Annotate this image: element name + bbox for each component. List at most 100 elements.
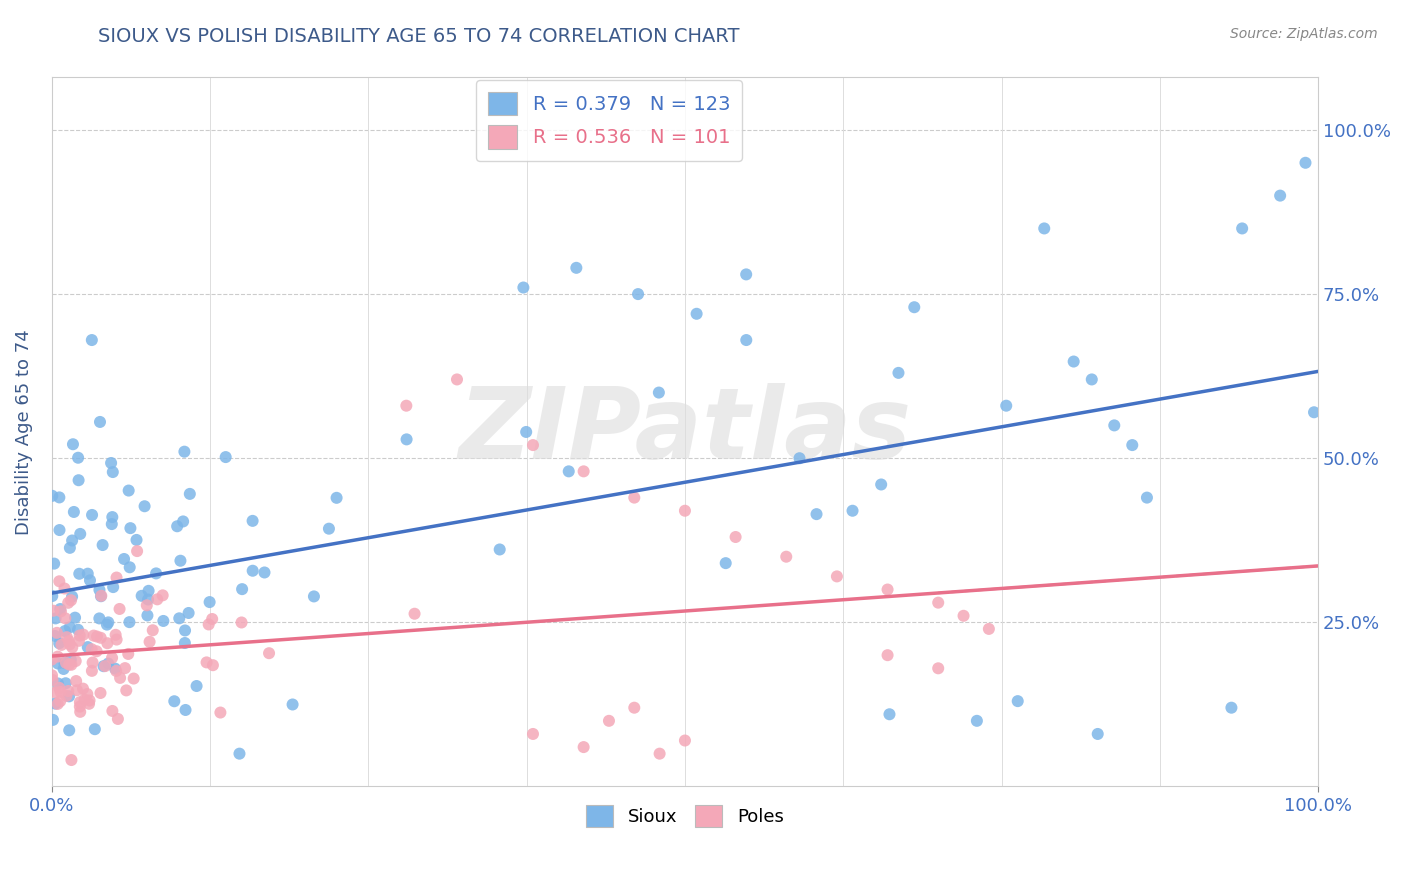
Point [80, 508, 103, 522]
Point [231, 582, 253, 596]
Point [135, 599, 157, 613]
Point [927, 596, 949, 610]
Point [512, 280, 534, 294]
Point [41, 668, 63, 682]
Point [58, 657, 80, 672]
Point [69, 699, 91, 714]
Point [789, 451, 811, 466]
Point [242, 514, 264, 528]
Point [67, 473, 90, 487]
Point [90, 631, 112, 645]
Point [198, 595, 221, 609]
Point [58, 723, 80, 738]
Point [77, 697, 100, 711]
Point [253, 566, 276, 580]
Point [76, 687, 98, 701]
Point [169, 611, 191, 625]
Point [58, 690, 80, 704]
Point [115, 683, 138, 698]
Point [79, 693, 101, 707]
Point [522, 727, 544, 741]
Point [56, 596, 79, 610]
Point [1033, 221, 1056, 235]
Text: ZIPatlas: ZIPatlas [458, 384, 911, 481]
Point [41, 489, 63, 503]
Point [1081, 372, 1104, 386]
Point [41, 589, 63, 603]
Point [735, 333, 758, 347]
Point [177, 606, 200, 620]
Point [44, 629, 66, 643]
Point [48, 636, 70, 650]
Point [60, 753, 83, 767]
Point [231, 615, 253, 630]
Point [56, 684, 79, 698]
Point [281, 698, 304, 712]
Point [100, 456, 122, 470]
Point [86, 630, 108, 644]
Point [97, 615, 120, 630]
Point [572, 740, 595, 755]
Point [60, 593, 83, 607]
Point [515, 425, 537, 439]
Point [80, 642, 103, 657]
Point [53, 611, 76, 625]
Point [42, 604, 65, 618]
Point [56, 630, 79, 644]
Point [62, 437, 84, 451]
Text: SIOUX VS POLISH DISABILITY AGE 65 TO 74 CORRELATION CHART: SIOUX VS POLISH DISABILITY AGE 65 TO 74 … [98, 27, 740, 45]
Point [302, 590, 325, 604]
Point [44, 697, 66, 711]
Point [228, 747, 250, 761]
Point [201, 612, 224, 626]
Point [138, 583, 160, 598]
Point [685, 307, 707, 321]
Point [966, 714, 988, 728]
Point [60, 640, 83, 655]
Point [598, 714, 620, 728]
Point [66, 683, 89, 698]
Point [112, 552, 135, 566]
Point [806, 507, 828, 521]
Point [105, 632, 128, 647]
Point [86, 644, 108, 658]
Point [63, 505, 86, 519]
Point [163, 694, 186, 708]
Point [101, 704, 124, 718]
Point [841, 504, 863, 518]
Point [903, 300, 925, 314]
Point [59, 541, 82, 555]
Point [136, 608, 159, 623]
Point [49, 602, 72, 616]
Point [195, 656, 218, 670]
Point [53, 624, 76, 638]
Point [60, 657, 83, 672]
Point [927, 661, 949, 675]
Point [197, 617, 219, 632]
Point [114, 661, 136, 675]
Point [59, 652, 82, 666]
Point [52, 662, 75, 676]
Point [108, 602, 131, 616]
Point [870, 477, 893, 491]
Point [125, 533, 148, 547]
Point [90, 589, 112, 603]
Point [48, 681, 70, 695]
Point [97, 657, 120, 671]
Point [101, 650, 124, 665]
Y-axis label: Disability Age 65 to 74: Disability Age 65 to 74 [15, 329, 32, 535]
Point [1268, 188, 1291, 202]
Point [142, 624, 165, 638]
Point [65, 674, 87, 689]
Point [45, 611, 67, 625]
Point [1104, 418, 1126, 433]
Point [53, 582, 76, 596]
Point [138, 635, 160, 649]
Point [215, 450, 238, 464]
Point [41, 673, 63, 687]
Point [174, 624, 197, 638]
Point [623, 491, 645, 505]
Point [1295, 155, 1317, 169]
Point [169, 554, 191, 568]
Point [879, 707, 901, 722]
